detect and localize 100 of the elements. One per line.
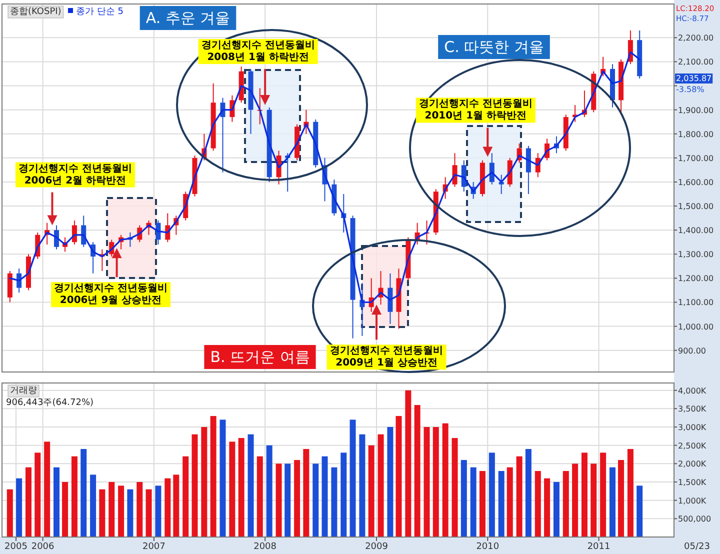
bar — [108, 482, 115, 537]
bar — [442, 423, 448, 537]
annotation: B. 뜨거운 여름 — [210, 348, 310, 366]
bar — [516, 456, 522, 537]
annotation: 경기선행지수 전년동월비 2010년 1월 하락반전 — [418, 98, 532, 122]
bar — [479, 471, 486, 537]
y-tick-label: 1,200.00 — [678, 274, 714, 284]
bar — [155, 486, 162, 537]
bar — [80, 449, 87, 537]
bar — [276, 464, 282, 537]
bar — [71, 456, 78, 537]
candlestick — [461, 160, 466, 192]
bar — [303, 449, 310, 537]
y-tick-label: 2,500K — [678, 441, 707, 450]
y-tick-label: 1,600.00 — [678, 178, 714, 187]
x-tick-label: 2006 — [31, 542, 55, 552]
bar — [368, 445, 374, 537]
y-tick-label: 1,100.00 — [678, 298, 714, 308]
bar — [90, 474, 96, 537]
chart-title: 거래량 — [10, 386, 37, 396]
y-tick-label: 2,000K — [678, 460, 707, 469]
bar — [312, 464, 319, 537]
bar — [331, 467, 338, 537]
bar — [238, 438, 244, 537]
annotation: 경기선행지수 전년동월비 2009년 1월 상승반전 — [330, 346, 444, 369]
y-tick-label: 4,000K — [678, 386, 707, 396]
bar — [229, 442, 236, 537]
bar — [572, 464, 578, 537]
bar — [432, 427, 439, 537]
text: 906,443주(64.72%) — [6, 398, 94, 408]
bar — [54, 467, 60, 537]
bar — [424, 427, 430, 537]
y-tick-label: 3,000K — [678, 423, 707, 432]
x-tick-label: 2008 — [254, 542, 277, 552]
annotation: C. 따뜻한 겨울 — [444, 38, 544, 56]
bar — [220, 420, 226, 537]
bar — [25, 467, 32, 537]
bar — [470, 467, 476, 537]
y-tick-label: 2,200.00 — [678, 34, 714, 43]
bar — [387, 427, 394, 537]
bar — [534, 471, 541, 537]
bar — [460, 460, 467, 537]
bar — [99, 489, 106, 537]
text: 05/23 — [684, 542, 710, 552]
bar — [44, 442, 50, 537]
y-tick-label: 1,900.00 — [678, 106, 714, 115]
bar — [248, 434, 254, 537]
y-tick-label: 1,800.00 — [678, 130, 714, 139]
bar — [62, 482, 68, 537]
bar — [127, 489, 134, 537]
bar — [396, 416, 402, 537]
bar — [164, 478, 171, 537]
y-tick-label: 3,500K — [678, 404, 707, 414]
bar — [618, 460, 624, 537]
y-tick-label: 1,500K — [678, 478, 707, 487]
x-tick-label: 2005 — [4, 542, 28, 552]
bar — [405, 390, 412, 537]
bar — [414, 405, 420, 537]
bar — [136, 482, 143, 537]
bar — [627, 449, 634, 537]
candlestick — [452, 152, 458, 188]
bar — [192, 434, 198, 537]
chart-title: 종합(KOSPI) — [10, 7, 62, 17]
x-tick-label: 2009 — [365, 542, 388, 552]
y-tick-label: 1,300.00 — [678, 250, 714, 260]
bar — [201, 427, 208, 537]
y-tick-label: 1,500.00 — [678, 202, 714, 212]
bar — [553, 482, 560, 537]
bar — [173, 474, 180, 537]
annotation: 경기선행지수 전년동월비 2006년 2월 하락반전 — [18, 163, 132, 186]
bar — [266, 445, 272, 537]
bar — [34, 452, 41, 537]
bar — [16, 478, 22, 537]
bar — [506, 467, 513, 537]
bar — [590, 464, 597, 537]
bar — [488, 452, 495, 537]
text: 2,035.87 — [676, 74, 712, 83]
text: -3.58% — [676, 85, 705, 94]
bar — [182, 456, 189, 537]
x-tick-label: 2011 — [587, 542, 610, 552]
bar — [294, 460, 300, 537]
legend-label: 종가 단순 5 — [76, 7, 124, 17]
y-tick-label: 1,700.00 — [678, 154, 714, 163]
bar — [636, 486, 643, 537]
bar — [525, 449, 532, 537]
y-tick-label: 1,000K — [678, 496, 707, 506]
annotation: A. 추운 겨울 — [146, 9, 230, 27]
annotation: 경기선행지수 전년동월비 2006년 9월 상승반전 — [54, 283, 168, 306]
bar — [378, 434, 384, 537]
bar — [322, 456, 328, 537]
bar — [609, 467, 616, 537]
bar — [600, 452, 606, 537]
x-tick-label: 2007 — [142, 542, 166, 552]
bar — [359, 434, 366, 537]
y-tick-label: 1,000.00 — [678, 322, 714, 332]
bar — [210, 416, 216, 537]
bar — [452, 438, 458, 537]
bar — [350, 420, 356, 537]
y-tick-label: 1,400.00 — [678, 226, 714, 236]
bar — [284, 464, 291, 537]
